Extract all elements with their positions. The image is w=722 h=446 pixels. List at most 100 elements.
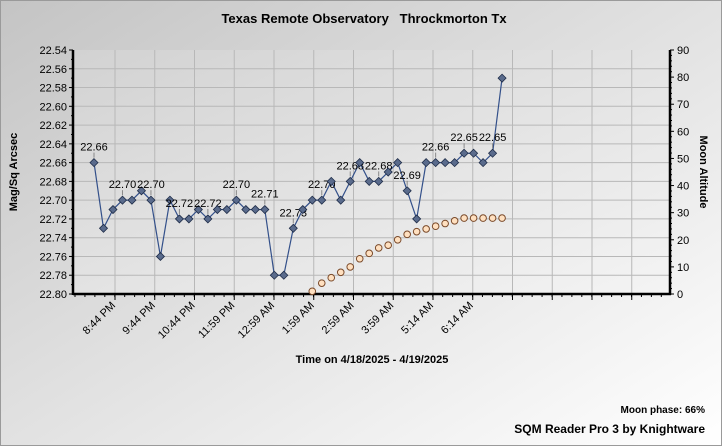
data-label: 22.69 <box>393 170 421 182</box>
y-tick-label: 22.62 <box>39 120 67 132</box>
y2-tick-label: 50 <box>677 153 689 165</box>
y-tick-label: 22.64 <box>39 139 67 151</box>
sqm-point <box>127 195 137 205</box>
y-tick-label: 22.74 <box>39 233 67 245</box>
moon-altitude-point <box>479 214 487 222</box>
sqm-point <box>117 195 128 205</box>
y-tick-label: 22.54 <box>39 45 67 57</box>
moon-phase: Moon phase: 66% <box>621 405 706 416</box>
chart-title: Texas Remote Observatory Throckmorton Tx <box>221 11 507 26</box>
sqm-point <box>288 223 298 233</box>
moon-altitude-point <box>488 214 497 222</box>
moon-altitude-point <box>346 263 355 271</box>
sqm-point <box>165 195 175 205</box>
y-tick-label: 22.66 <box>39 158 67 170</box>
moon-altitude-point <box>327 273 336 282</box>
moon-altitude-point <box>336 268 345 277</box>
sqm-point <box>155 251 165 262</box>
data-label: 22.66 <box>422 142 450 154</box>
y-tick-label: 22.76 <box>39 251 67 263</box>
y-tick-label: 22.60 <box>39 101 67 113</box>
sqm-point <box>260 204 270 215</box>
data-label: 22.68 <box>365 160 393 172</box>
sqm-point <box>146 195 156 205</box>
y-axis-label: Mag/Sq Arcsec <box>8 133 20 211</box>
moon-altitude-series <box>308 214 506 296</box>
y2-tick-label: 40 <box>677 181 689 193</box>
sqm-point <box>241 204 251 215</box>
sqm-point <box>212 204 222 215</box>
moon-altitude-point <box>498 214 506 222</box>
y-tick-label: 22.80 <box>39 289 67 301</box>
y2-tick-label: 20 <box>677 235 689 247</box>
y2-tick-label: 0 <box>677 289 683 301</box>
sqm-point <box>184 214 194 224</box>
sqm-point <box>193 204 203 215</box>
moon-altitude-point <box>355 254 364 263</box>
sqm-point <box>374 176 384 186</box>
sqm-point <box>279 270 289 280</box>
data-label: 22.70 <box>223 179 251 191</box>
moon-altitude-point <box>460 214 468 222</box>
y2-tick-label: 90 <box>677 45 689 57</box>
sqm-point <box>469 148 479 158</box>
software-credit: SQM Reader Pro 3 by Knightware <box>514 422 705 436</box>
sqm-point <box>269 270 279 280</box>
data-label: 22.70 <box>137 179 165 191</box>
moon-altitude-point <box>317 279 326 287</box>
y-tick-label: 22.58 <box>39 83 67 95</box>
sqm-point <box>421 158 431 168</box>
y2-tick-label: 60 <box>677 126 689 138</box>
data-label: 22.71 <box>251 189 279 201</box>
sqm-point <box>203 214 213 224</box>
sqm-point <box>250 204 260 215</box>
sqm-point <box>222 204 232 215</box>
moon-altitude-point <box>403 230 411 239</box>
y-tick-label: 22.68 <box>39 176 67 188</box>
sqm-point <box>98 223 109 233</box>
sqm-point <box>478 158 488 168</box>
moon-altitude-point <box>441 219 449 228</box>
moon-altitude-point <box>431 222 440 231</box>
data-label: 22.72 <box>166 198 194 210</box>
sqm-point <box>345 176 355 186</box>
sqm-point <box>440 158 450 168</box>
sqm-point <box>298 204 308 215</box>
moon-altitude-point <box>365 249 374 258</box>
moon-altitude-point <box>412 227 421 236</box>
sqm-point <box>231 195 241 205</box>
y2-tick-label: 80 <box>677 72 689 84</box>
y-tick-label: 22.72 <box>39 214 67 226</box>
data-label: 22.65 <box>479 132 507 144</box>
data-label: 22.66 <box>80 142 108 154</box>
sqm-point <box>412 214 422 224</box>
moon-altitude-point <box>393 235 402 244</box>
sqm-point <box>497 73 507 83</box>
data-label: 22.65 <box>450 132 478 144</box>
moon-altitude-point <box>422 225 430 233</box>
sqm-point <box>393 158 403 168</box>
moon-altitude-point <box>374 244 383 252</box>
sqm-point <box>108 204 118 215</box>
sqm-point <box>317 195 327 205</box>
sqm-point <box>174 214 184 224</box>
sqm-point <box>450 158 460 168</box>
sqm-point <box>355 158 365 168</box>
moon-altitude-point <box>469 214 478 222</box>
moon-altitude-point <box>384 241 392 249</box>
y2-tick-label: 10 <box>677 262 689 274</box>
moon-altitude-point <box>308 287 317 296</box>
sqm-point <box>383 167 393 177</box>
sqm-point <box>89 158 99 168</box>
data-label: 22.72 <box>194 198 222 210</box>
sqm-point <box>431 158 441 168</box>
y2-tick-label: 70 <box>677 99 689 111</box>
sqm-point <box>307 195 317 205</box>
y2-tick-label: 30 <box>677 208 689 220</box>
sqm-point <box>459 148 469 158</box>
sqm-point <box>136 186 147 196</box>
y-tick-label: 22.78 <box>39 270 67 282</box>
y2-axis-label: Moon Altitude <box>697 136 709 209</box>
